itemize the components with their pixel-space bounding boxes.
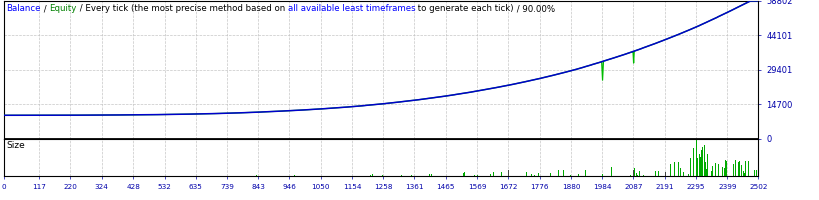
Text: Balance: Balance xyxy=(7,4,41,13)
Text: / Every tick (the most precise method based on: / Every tick (the most precise method ba… xyxy=(76,4,287,13)
Text: /: / xyxy=(41,4,49,13)
Text: to generate each tick): to generate each tick) xyxy=(414,4,514,13)
Text: all available least timeframes: all available least timeframes xyxy=(287,4,414,13)
Text: / 90.00%: / 90.00% xyxy=(514,4,554,13)
Text: Equity: Equity xyxy=(49,4,76,13)
Text: Size: Size xyxy=(7,141,25,150)
